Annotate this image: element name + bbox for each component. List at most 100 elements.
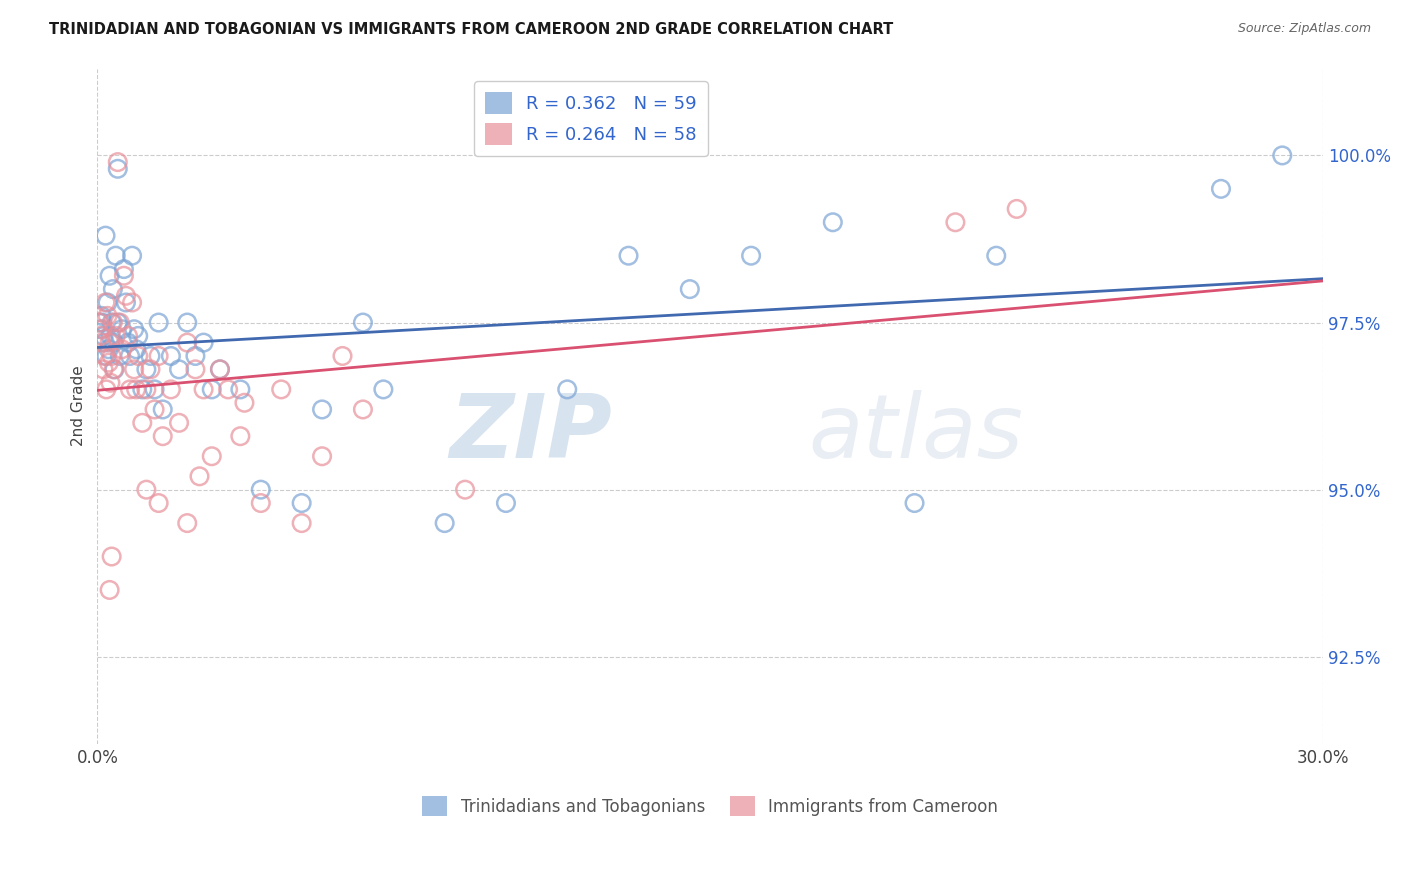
Point [311,402,333,417]
Point [176,335,198,350]
Point [91,322,114,336]
Point [135,362,157,376]
Point [249,483,271,497]
Point [617,249,640,263]
Point [107,161,129,176]
Point [152,429,174,443]
Point [89,316,111,330]
Point [373,383,395,397]
Point [107,155,129,169]
Point [121,295,143,310]
Point [740,249,762,263]
Point [433,516,456,530]
Point [117,329,139,343]
Legend: Trinidadians and Tobagonians, Immigrants from Cameroon: Trinidadians and Tobagonians, Immigrants… [416,789,1005,822]
Point [208,362,231,376]
Point [98,335,121,350]
Text: ZIP: ZIP [450,390,612,476]
Point [107,316,129,330]
Point [233,396,256,410]
Point [135,483,157,497]
Point [201,383,224,397]
Point [103,335,125,350]
Point [176,516,198,530]
Text: atlas: atlas [808,390,1024,476]
Point [91,316,114,330]
Point [93,329,115,343]
Point [821,215,844,229]
Point [229,383,252,397]
Point [115,295,138,310]
Point [193,383,215,397]
Point [679,282,702,296]
Point [93,362,115,376]
Point [118,349,141,363]
Point [100,316,122,330]
Point [97,356,120,370]
Point [127,349,149,363]
Point [143,383,166,397]
Point [555,383,578,397]
Point [117,335,139,350]
Point [93,349,115,363]
Point [90,322,112,336]
Point [176,316,198,330]
Point [148,349,170,363]
Text: Source: ZipAtlas.com: Source: ZipAtlas.com [1237,22,1371,36]
Point [184,349,207,363]
Point [1209,182,1232,196]
Point [188,469,211,483]
Point [100,376,122,390]
Point [945,215,967,229]
Point [100,549,122,564]
Point [167,362,190,376]
Point [104,329,127,343]
Point [89,316,111,330]
Point [131,383,153,397]
Point [135,383,157,397]
Point [495,496,517,510]
Point [112,262,135,277]
Point [291,496,314,510]
Text: TRINIDADIAN AND TOBAGONIAN VS IMMIGRANTS FROM CAMEROON 2ND GRADE CORRELATION CHA: TRINIDADIAN AND TOBAGONIAN VS IMMIGRANTS… [49,22,893,37]
Point [352,402,374,417]
Point [112,268,135,283]
Point [160,383,183,397]
Point [90,329,112,343]
Point [111,322,134,336]
Point [94,295,117,310]
Point [90,309,112,323]
Point [167,416,190,430]
Point [139,362,162,376]
Y-axis label: 2nd Grade: 2nd Grade [72,366,86,447]
Point [103,362,125,376]
Point [454,483,477,497]
Point [148,496,170,510]
Point [122,322,145,336]
Point [291,516,314,530]
Point [100,329,122,343]
Point [229,429,252,443]
Point [103,362,125,376]
Point [98,582,121,597]
Point [201,449,224,463]
Point [125,343,148,357]
Point [108,316,131,330]
Point [90,335,112,350]
Point [104,249,127,263]
Point [208,362,231,376]
Point [97,309,120,323]
Point [249,496,271,510]
Point [125,383,148,397]
Point [94,228,117,243]
Point [101,282,124,296]
Point [97,295,120,310]
Point [270,383,292,397]
Point [148,316,170,330]
Point [184,362,207,376]
Point [101,316,124,330]
Point [118,383,141,397]
Point [1271,148,1294,162]
Point [217,383,239,397]
Point [127,329,149,343]
